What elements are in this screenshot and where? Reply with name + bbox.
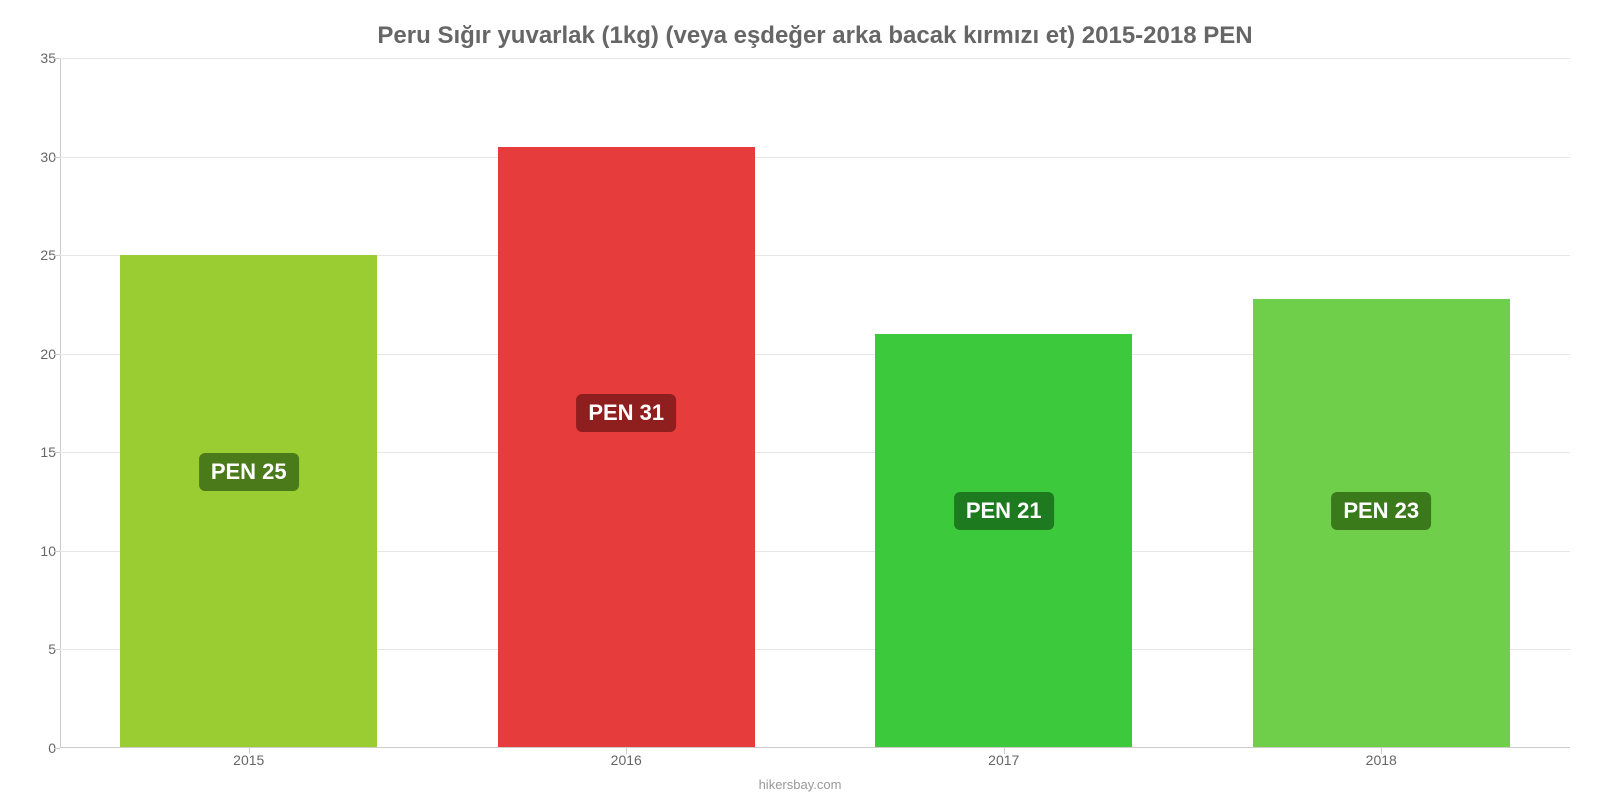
chart-title: Peru Sığır yuvarlak (1kg) (veya eşdeğer … <box>60 10 1570 58</box>
y-tick-mark <box>54 157 60 158</box>
chart-container: Peru Sığır yuvarlak (1kg) (veya eşdeğer … <box>0 0 1600 800</box>
x-tick-label: 2017 <box>988 752 1019 768</box>
bar-value-badge: PEN 23 <box>1331 492 1431 530</box>
x-tick-label: 2018 <box>1366 752 1397 768</box>
plot-area: 05101520253035 PEN 25PEN 31PEN 21PEN 23 … <box>60 58 1570 748</box>
x-tick-mark <box>1381 748 1382 754</box>
y-tick-mark <box>54 748 60 749</box>
y-tick-label: 15 <box>22 444 56 460</box>
bars-group: PEN 25 PEN 31 PEN 21 PEN 23 <box>60 58 1570 748</box>
y-tick-mark <box>54 58 60 59</box>
y-tick-mark <box>54 452 60 453</box>
bar-value-badge: PEN 25 <box>199 453 299 491</box>
y-tick-label: 30 <box>22 149 56 165</box>
bar-value-badge: PEN 31 <box>576 394 676 432</box>
x-axis-line <box>60 747 1570 748</box>
x-tick-mark <box>249 748 250 754</box>
y-tick-mark <box>54 551 60 552</box>
y-tick-label: 10 <box>22 543 56 559</box>
bar: PEN 21 <box>875 334 1132 748</box>
bar-value-badge: PEN 21 <box>954 492 1054 530</box>
credit-text: hikersbay.com <box>759 777 842 792</box>
y-tick-mark <box>54 354 60 355</box>
y-tick-label: 25 <box>22 247 56 263</box>
y-tick-label: 5 <box>22 641 56 657</box>
y-axis: 05101520253035 <box>22 58 56 748</box>
x-tick-mark <box>626 748 627 754</box>
x-tick-label: 2015 <box>233 752 264 768</box>
y-tick-label: 35 <box>22 50 56 66</box>
y-tick-label: 0 <box>22 740 56 756</box>
bar: PEN 25 <box>120 255 377 748</box>
x-axis-labels: 2015 2016 2017 2018 <box>60 752 1570 776</box>
x-tick-mark <box>1004 748 1005 754</box>
bar: PEN 31 <box>498 147 755 748</box>
x-tick-label: 2016 <box>611 752 642 768</box>
y-tick-mark <box>54 255 60 256</box>
bar: PEN 23 <box>1253 299 1510 748</box>
y-tick-mark <box>54 649 60 650</box>
y-tick-label: 20 <box>22 346 56 362</box>
